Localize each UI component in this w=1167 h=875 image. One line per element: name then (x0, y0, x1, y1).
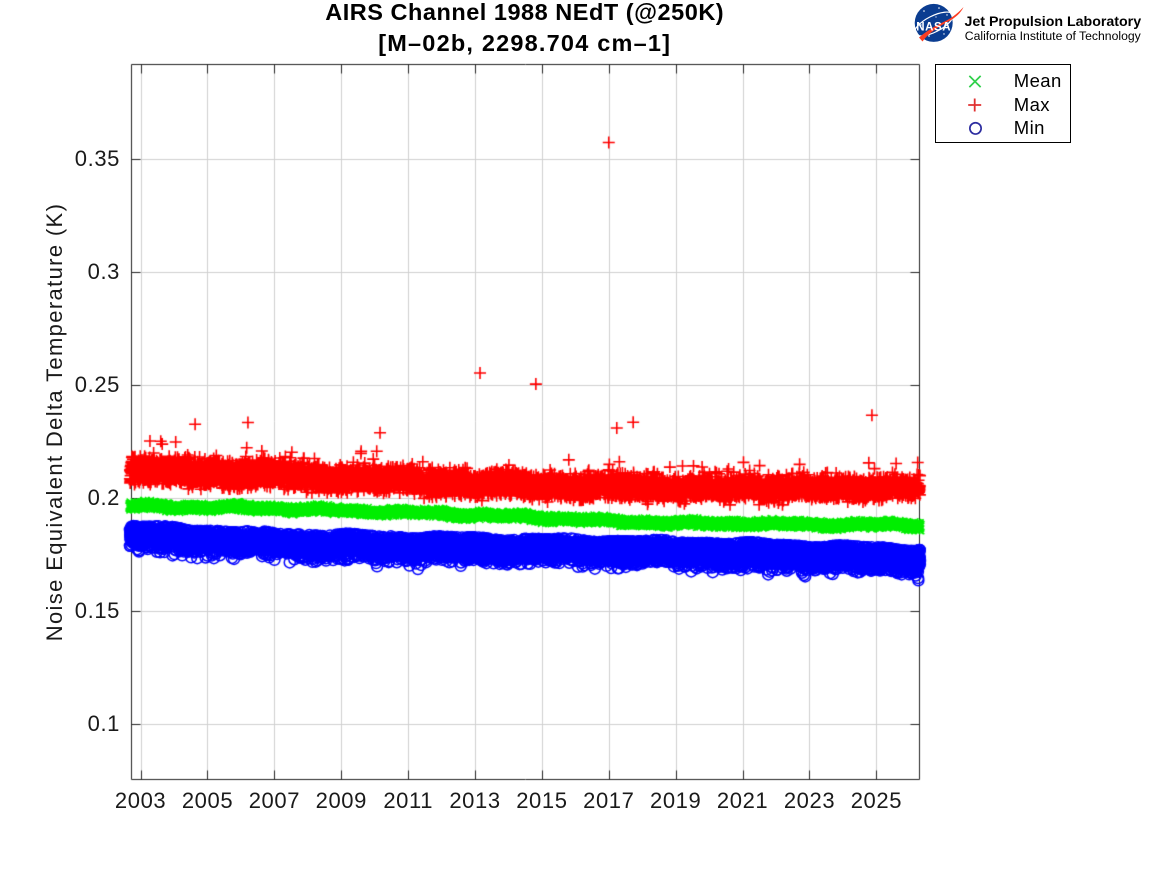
svg-text:NASA: NASA (916, 21, 951, 33)
